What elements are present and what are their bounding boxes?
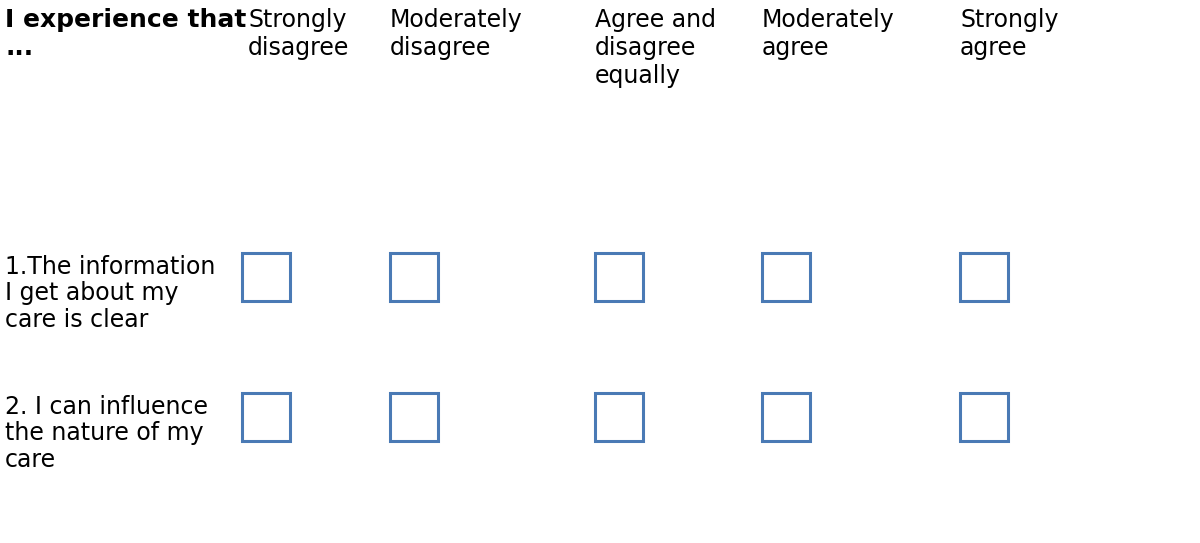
Text: I get about my: I get about my <box>5 281 179 305</box>
Bar <box>762 393 810 441</box>
Text: Moderately
agree: Moderately agree <box>762 8 895 60</box>
Text: care: care <box>5 447 56 472</box>
Text: Strongly
disagree: Strongly disagree <box>248 8 349 60</box>
Bar <box>390 393 438 441</box>
Bar <box>960 253 1008 301</box>
Text: Strongly
agree: Strongly agree <box>960 8 1058 60</box>
Text: 1.The information: 1.The information <box>5 255 215 279</box>
Text: care is clear: care is clear <box>5 308 149 332</box>
Text: 2. I can influence: 2. I can influence <box>5 395 208 419</box>
Bar <box>595 253 643 301</box>
Text: I experience that: I experience that <box>5 8 246 32</box>
Bar <box>595 393 643 441</box>
Bar <box>390 253 438 301</box>
Bar <box>960 393 1008 441</box>
Text: ...: ... <box>5 36 34 60</box>
Text: Moderately
disagree: Moderately disagree <box>390 8 523 60</box>
Text: Agree and
disagree
equally: Agree and disagree equally <box>595 8 716 87</box>
Bar <box>242 393 290 441</box>
Bar <box>242 253 290 301</box>
Text: the nature of my: the nature of my <box>5 421 204 445</box>
Bar <box>762 253 810 301</box>
